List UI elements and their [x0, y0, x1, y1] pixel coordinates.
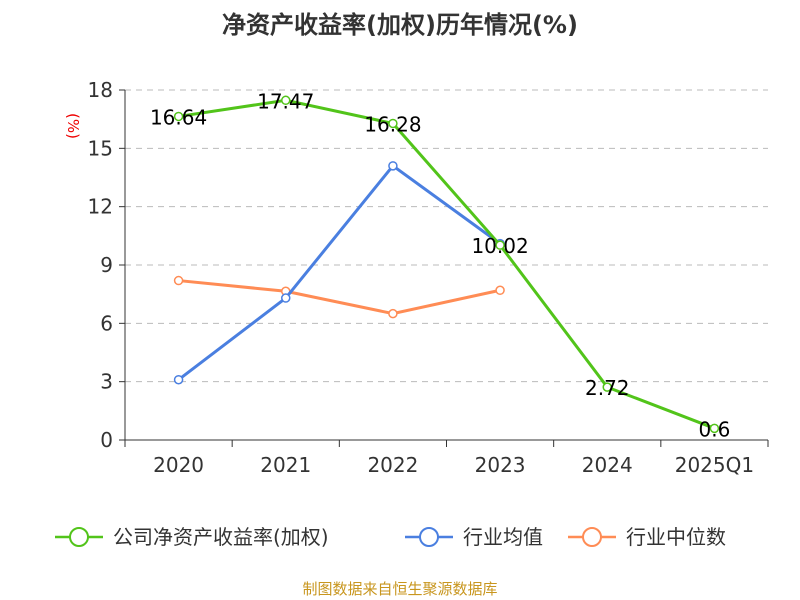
- x-tick-label: 2020: [153, 453, 204, 477]
- y-tick-label: 6: [100, 311, 113, 335]
- data-label: 2.72: [585, 376, 630, 400]
- y-tick-label: 12: [88, 195, 113, 219]
- y-tick-label: 18: [88, 78, 113, 102]
- data-point[interactable]: [388, 118, 398, 129]
- data-point[interactable]: [602, 382, 612, 392]
- data-point[interactable]: [173, 374, 184, 385]
- data-point[interactable]: [388, 308, 398, 319]
- y-axis-label: (%): [64, 113, 82, 139]
- legend-label: 公司净资产收益率(加权): [113, 525, 329, 549]
- legend-label: 行业中位数: [626, 525, 726, 549]
- data-label: 16.28: [364, 112, 421, 136]
- legend-item[interactable]: 行业均值: [405, 525, 543, 549]
- data-point[interactable]: [495, 285, 505, 296]
- source-note: 制图数据来自恒生聚源数据库: [302, 580, 497, 598]
- x-tick-label: 2022: [367, 453, 418, 477]
- x-tick-label: 2021: [260, 453, 311, 477]
- legend-marker-icon: [419, 527, 439, 547]
- y-tick-label: 3: [100, 370, 113, 394]
- data-point[interactable]: [388, 161, 398, 171]
- data-label: 17.47: [257, 89, 314, 113]
- chart-title: 净资产收益率(加权)历年情况(%): [222, 11, 578, 39]
- series-line: [177, 163, 501, 381]
- y-tick-label: 15: [88, 136, 113, 160]
- legend-label: 行业均值: [463, 525, 543, 549]
- data-label: 16.64: [150, 105, 207, 129]
- data-point[interactable]: [173, 275, 184, 286]
- data-point[interactable]: [173, 111, 184, 122]
- legend-marker-icon: [69, 527, 89, 547]
- series-line: [178, 98, 715, 430]
- data-point[interactable]: [709, 423, 720, 434]
- data-point[interactable]: [495, 240, 505, 250]
- legend-item[interactable]: 公司净资产收益率(加权): [55, 525, 329, 549]
- y-tick-label: 9: [100, 253, 113, 277]
- data-point[interactable]: [281, 95, 291, 106]
- series-line: [178, 279, 501, 316]
- y-tick-label: 0: [100, 428, 113, 452]
- x-tick-label: 2024: [582, 453, 633, 477]
- x-tick-label: 2025Q1: [675, 453, 754, 477]
- data-point[interactable]: [281, 293, 291, 303]
- legend-marker-icon: [582, 527, 602, 547]
- legend-item[interactable]: 行业中位数: [568, 525, 726, 549]
- data-label: 10.02: [471, 234, 528, 258]
- x-tick-label: 2023: [475, 453, 526, 477]
- data-label: 0.6: [699, 417, 731, 441]
